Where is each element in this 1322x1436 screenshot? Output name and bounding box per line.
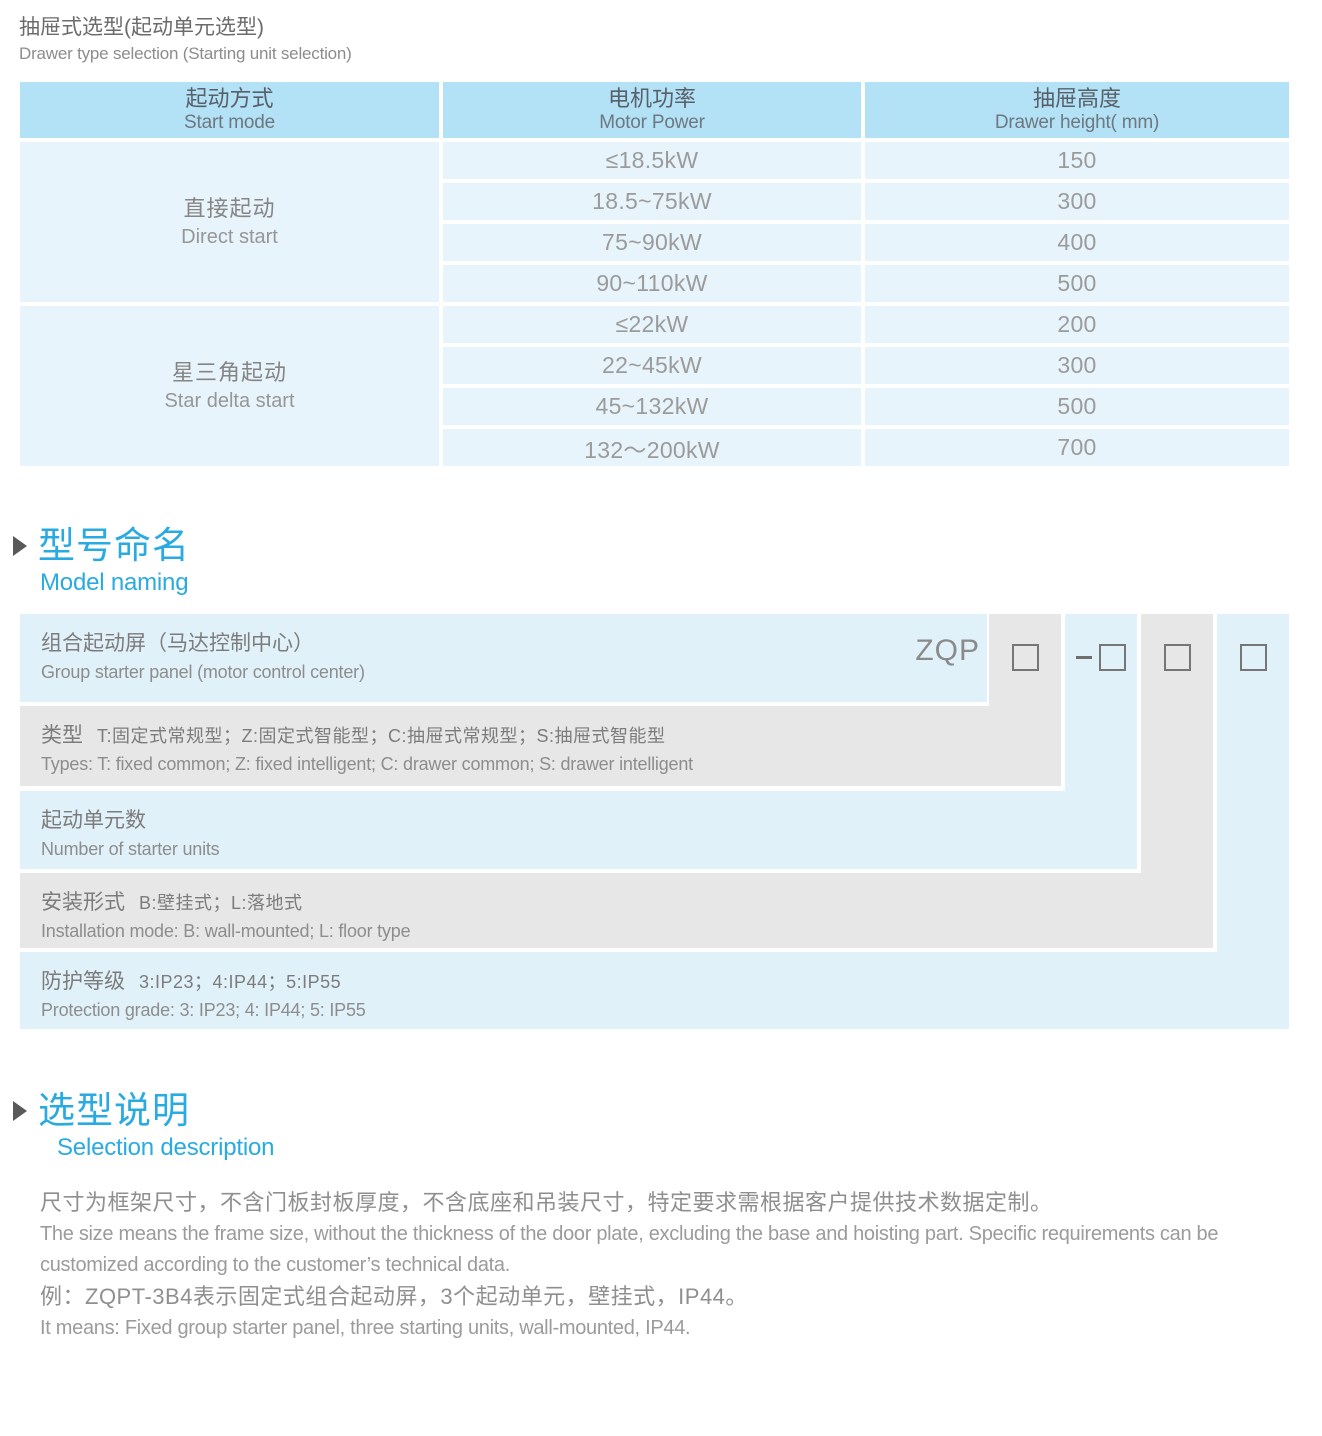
code-placeholder-box (1099, 644, 1126, 671)
table-header-drawer-height: 抽屉高度 Drawer height( mm) (865, 82, 1289, 138)
band-en: Protection grade: 3: IP23; 4: IP44; 5: I… (41, 1000, 366, 1020)
hyphen-mark (1076, 656, 1092, 659)
code-column-installation (1141, 614, 1213, 948)
section-selection-description-heading: 选型说明 Selection description (13, 1089, 1322, 1163)
doc-title-en: Drawer type selection (Starting unit sel… (19, 44, 352, 63)
header-en: Start mode (184, 112, 275, 133)
table-cell-power: ≤18.5kW (443, 142, 861, 179)
band-detail-zh: 3:IP23；4:IP44；5:IP55 (139, 972, 342, 992)
band-label-zh: 安装形式 (41, 891, 125, 914)
desc-line: It means: Fixed group starter panel, thr… (40, 1317, 691, 1339)
model-code: ZQP (915, 634, 980, 667)
table-cell-height: 300 (865, 347, 1289, 384)
table-cell-height: 200 (865, 306, 1289, 343)
band-zh: 安装形式 B:壁挂式；L:落地式 (41, 888, 1213, 918)
section-title-en: Selection description (57, 1134, 275, 1161)
section-title-zh: 选型说明 (38, 1090, 190, 1131)
group-zh: 直接起动 (183, 196, 276, 221)
group-en: Direct start (181, 226, 278, 248)
band-detail-zh: B:壁挂式；L:落地式 (139, 893, 303, 913)
table-cell-height: 500 (865, 265, 1289, 302)
band-zh: 组合起动屏（马达控制中心） (41, 632, 314, 655)
table-cell-power: 132～200kW (443, 429, 861, 466)
table-cell-power: 75~90kW (443, 224, 861, 261)
doc-title-zh: 抽屉式选型(起动单元选型) (19, 16, 264, 39)
table-cell-height: 150 (865, 142, 1289, 179)
table-cell-power: 45~132kW (443, 388, 861, 425)
table-cell-power: ≤22kW (443, 306, 861, 343)
table-cell-height: 500 (865, 388, 1289, 425)
desc-line: 尺寸为框架尺寸，不含门板封板厚度，不含底座和吊装尺寸，特定要求需根据客户提供技术… (40, 1190, 1053, 1215)
section-title-zh: 型号命名 (38, 525, 190, 566)
code-column-type (989, 614, 1061, 786)
doc-header: 抽屉式选型(起动单元选型) Drawer type selection (Sta… (0, 0, 1322, 66)
table-cell-height: 300 (865, 183, 1289, 220)
band-protection-grade: 防护等级 3:IP23；4:IP44；5:IP55 Protection grad… (20, 952, 1289, 1029)
drawer-selection-table: 起动方式 Start mode 电机功率 Motor Power 抽屉高度 Dr… (20, 82, 1289, 466)
header-en: Motor Power (599, 112, 705, 133)
table-header-motor-power: 电机功率 Motor Power (443, 82, 861, 138)
band-zh: 防护等级 3:IP23；4:IP44；5:IP55 (41, 967, 1289, 997)
header-en: Drawer height( mm) (994, 112, 1160, 133)
section-arrow-icon (13, 536, 27, 556)
desc-line: The size means the frame size, without t… (40, 1223, 1219, 1245)
code-placeholder-box (1011, 644, 1039, 671)
table-cell-power: 90~110kW (443, 265, 861, 302)
desc-line: customized according to the customer’s t… (40, 1254, 510, 1276)
band-en: Installation mode: B: wall-mounted; L: f… (41, 921, 411, 941)
section-model-naming-heading: 型号命名 Model naming (13, 524, 1322, 598)
table-cell-height: 400 (865, 224, 1289, 261)
group-cell-direct-start: 直接起动 Direct start (20, 142, 439, 302)
header-zh: 起动方式 (185, 86, 274, 111)
band-en: Types: T: fixed common; Z: fixed intelli… (41, 754, 693, 774)
desc-line: 例：ZQPT-3B4表示固定式组合起动屏，3个起动单元，壁挂式，IP44。 (40, 1284, 748, 1309)
band-types: 类型 T:固定式常规型；Z:固定式智能型；C:抽屉式常规型；S:抽屉式智能型 Ty… (20, 706, 1061, 786)
band-label-zh: 防护等级 (41, 970, 125, 993)
band-en: Group starter panel (motor control cente… (41, 662, 365, 682)
selection-description-text: 尺寸为框架尺寸，不含门板封板厚度，不含底座和吊装尺寸，特定要求需根据客户提供技术… (40, 1187, 1290, 1344)
band-en: Number of starter units (41, 839, 220, 859)
band-installation-mode: 安装形式 B:壁挂式；L:落地式 Installation mode: B: wa… (20, 873, 1213, 948)
code-column-units (1065, 614, 1137, 869)
band-label-zh: 类型 (41, 724, 83, 747)
header-zh: 电机功率 (607, 86, 696, 111)
band-zh: 类型 T:固定式常规型；Z:固定式智能型；C:抽屉式常规型；S:抽屉式智能型 (41, 721, 1061, 751)
group-cell-star-delta-start: 星三角起动 Star delta start (20, 306, 439, 466)
section-arrow-icon (13, 1101, 27, 1121)
model-naming-diagram: 组合起动屏（马达控制中心） Group starter panel (motor… (20, 614, 1289, 1029)
table-header-start-mode: 起动方式 Start mode (20, 82, 439, 138)
section-title-en: Model naming (40, 569, 189, 596)
header-zh: 抽屉高度 (1032, 86, 1121, 111)
band-detail-zh: T:固定式常规型；Z:固定式智能型；C:抽屉式常规型；S:抽屉式智能型 (97, 726, 666, 746)
table-cell-power: 22~45kW (443, 347, 861, 384)
code-placeholder-box (1163, 644, 1191, 671)
band-starter-units: 起动单元数 Number of starter units (20, 791, 1137, 869)
code-placeholder-box (1239, 644, 1267, 671)
band-group-starter-panel: 组合起动屏（马达控制中心） Group starter panel (motor… (20, 614, 987, 702)
group-en: Star delta start (164, 390, 295, 412)
table-cell-height: 700 (865, 429, 1289, 466)
band-zh: 起动单元数 (41, 809, 146, 832)
group-zh: 星三角起动 (171, 360, 287, 385)
code-column-protection (1217, 614, 1289, 1029)
table-cell-power: 18.5~75kW (443, 183, 861, 220)
